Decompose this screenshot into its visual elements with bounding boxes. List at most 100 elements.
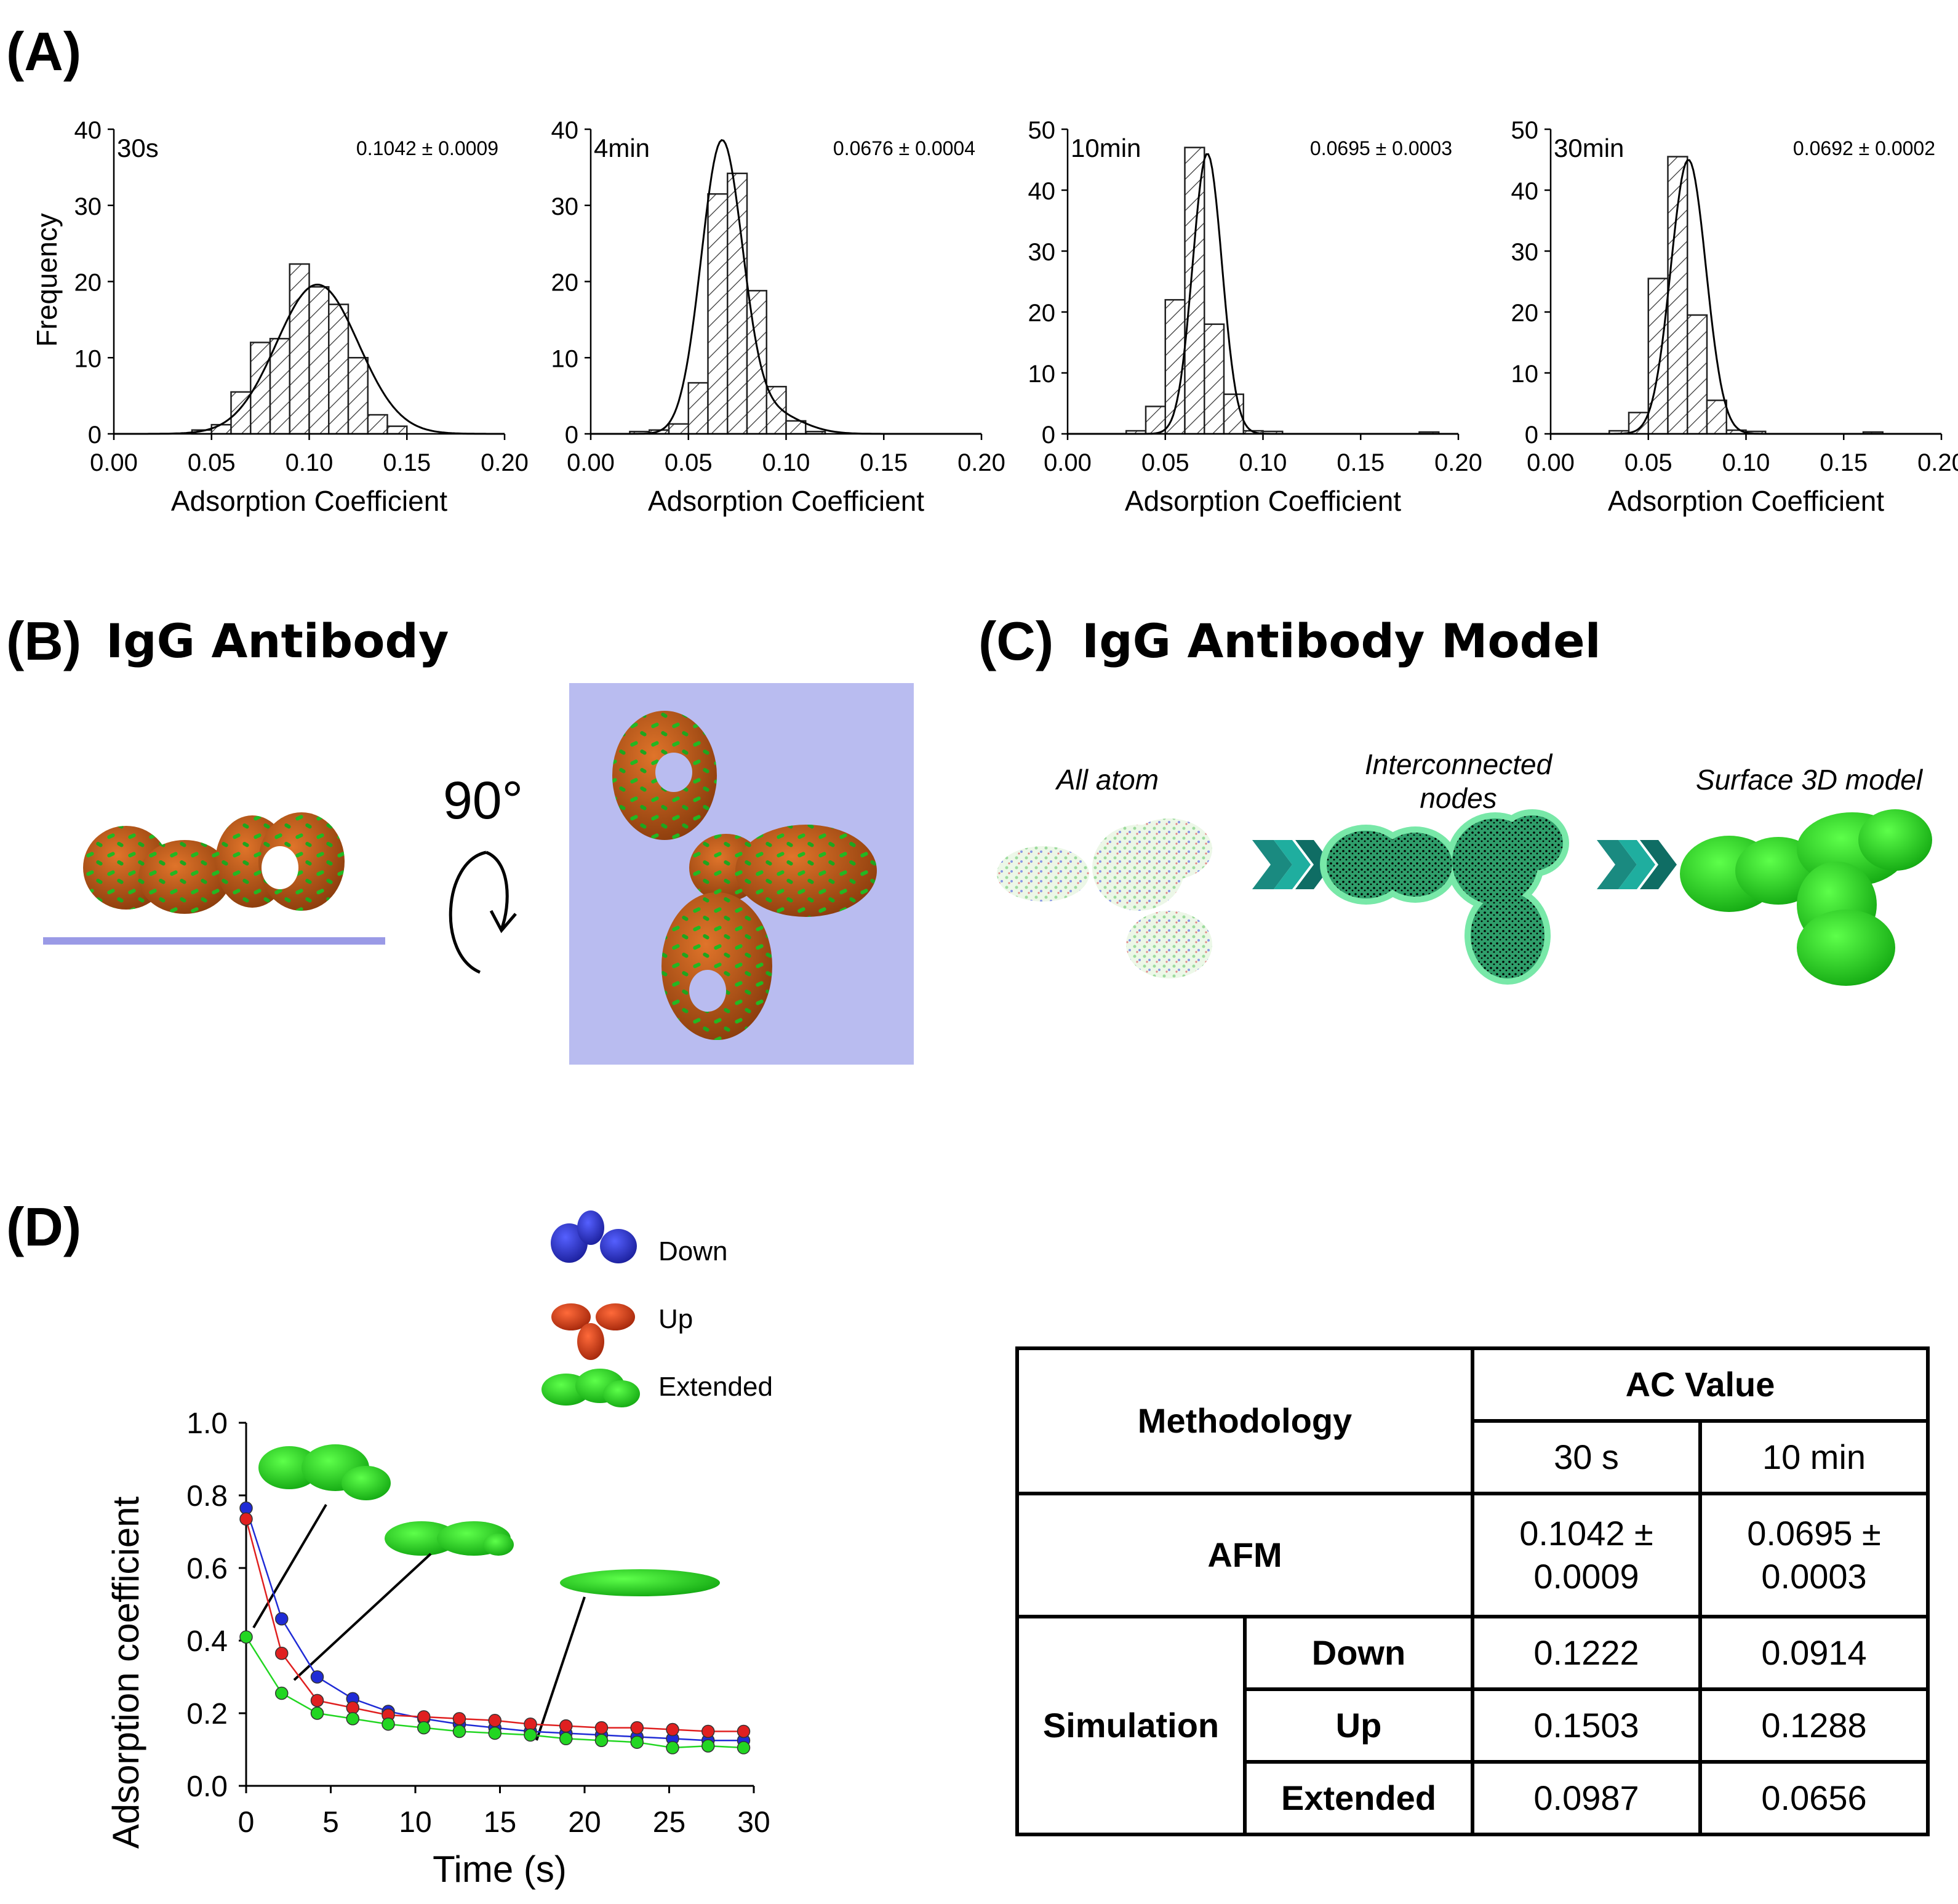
data-point-up	[737, 1724, 751, 1738]
y-tick-label: 10	[551, 345, 579, 372]
data-point-up	[239, 1512, 253, 1526]
x-tick-label: 0.00	[1527, 449, 1575, 476]
x-tick-label: 0	[238, 1806, 255, 1839]
step-label-interconnected: Interconnected	[1364, 748, 1552, 780]
x-tick-label: 0.15	[1820, 449, 1868, 476]
histogram-bar	[668, 423, 689, 435]
data-point-extended	[275, 1686, 289, 1700]
data-point-up	[452, 1712, 466, 1726]
y-tick-label: 50	[1511, 117, 1539, 144]
x-tick-label: 0.05	[1141, 449, 1189, 476]
y-tick-label: 50	[1028, 117, 1056, 144]
data-point-extended	[559, 1732, 573, 1746]
histogram-bar	[347, 357, 369, 435]
y-tick-label: 40	[1511, 178, 1539, 205]
legend-down: Down	[658, 1236, 728, 1266]
y-tick-label: 40	[551, 117, 579, 144]
x-axis-title: Adsorption Coefficient	[171, 485, 447, 517]
afm-30s-cell: 0.1042 ±0.0009	[1471, 1492, 1702, 1618]
histogram-10min: 0 10 20 30 40 50 0.00 0.05 0.10 0.15 0.20 10min 0.06…	[1028, 117, 1482, 517]
x-tick-label: 5	[322, 1806, 339, 1839]
histogram-bar	[707, 193, 729, 435]
x-tick-label: 0.20	[481, 449, 529, 476]
histogram-bar	[328, 303, 350, 435]
down-orientation-icon	[551, 1210, 637, 1263]
x-tick-label: 0.10	[762, 449, 810, 476]
histogram-bar	[1204, 323, 1225, 435]
y-tick-label: 20	[1511, 300, 1539, 327]
x-tick-label: 0.15	[1337, 449, 1385, 476]
step-label-nodes: nodes	[1420, 782, 1497, 814]
extended-model-inset-icon	[258, 1444, 391, 1500]
step-label-all-atom: All atom	[1056, 764, 1159, 796]
row-label-afm: AFM	[1015, 1492, 1474, 1618]
x-tick-label: 0.10	[1239, 449, 1287, 476]
y-axis-title: Frequency	[31, 213, 63, 346]
row-label-down: Down	[1243, 1615, 1474, 1691]
y-tick-label: 30	[1028, 239, 1056, 266]
histogram-bar	[1706, 399, 1727, 435]
data-point-up	[275, 1646, 289, 1660]
histogram-bar	[308, 286, 330, 435]
antibody-top-view	[569, 683, 914, 1065]
data-point-extended	[701, 1739, 715, 1753]
histogram-bar	[727, 172, 748, 435]
y-tick-label: 40	[74, 117, 102, 144]
y-tick-label: 0	[1525, 422, 1538, 449]
histogram-4min: 0 10 20 30 40 0.00 0.05 0.10 0.15 0.20 4min 0.0676 …	[551, 117, 1005, 517]
extended-model-inset-icon	[560, 1569, 720, 1596]
x-tick-label: 0.10	[1722, 449, 1770, 476]
x-tick-label: 0.15	[860, 449, 908, 476]
surface-3d-model	[1680, 809, 1932, 986]
table-header-10min: 10 min	[1698, 1419, 1930, 1495]
data-point-extended	[524, 1728, 537, 1742]
x-tick-label: 0.20	[1917, 449, 1958, 476]
data-point-extended	[239, 1630, 253, 1644]
histogram-bar	[1145, 406, 1166, 435]
extended-model-inset-icon	[385, 1521, 514, 1556]
y-tick-label: 0	[565, 422, 578, 449]
x-axis-title: Adsorption Coefficient	[648, 485, 924, 517]
histogram-panel: Frequency 0 10 20 30 40 0.00 0.05 0.10 0.15 0.20 3…	[31, 117, 1958, 517]
leader-line	[252, 1503, 327, 1629]
extended-30s-cell: 0.0987	[1471, 1760, 1702, 1836]
y-tick-label: 30	[1511, 239, 1539, 266]
y-tick-label: 0	[88, 422, 102, 449]
ac-value-table: Methodology AC Value 30 s 10 min AFM 0.1…	[1015, 1346, 1930, 1836]
chevron-arrow-icon	[1597, 840, 1677, 889]
legend-up: Up	[658, 1304, 693, 1334]
data-point-extended	[594, 1734, 609, 1747]
x-tick-label: 0.15	[383, 449, 431, 476]
data-point-up	[701, 1724, 715, 1738]
x-axis-title: Adsorption Coefficient	[1608, 485, 1884, 517]
data-point-up	[310, 1694, 324, 1708]
x-tick-label: 0.10	[286, 449, 334, 476]
data-point-down	[275, 1612, 289, 1626]
x-tick-label: 0.20	[957, 449, 1005, 476]
x-tick-label: 25	[653, 1806, 685, 1839]
data-point-up	[488, 1714, 501, 1727]
row-label-up: Up	[1243, 1687, 1474, 1764]
data-point-extended	[417, 1721, 431, 1735]
histogram-bar	[210, 423, 232, 435]
y-tick-label: 0	[1042, 422, 1055, 449]
x-tick-label: 0.00	[567, 449, 615, 476]
histogram-bar	[386, 425, 408, 435]
adsorption-time-chart: Down Up Extended Adsorption coefficient …	[105, 1210, 773, 1890]
x-tick-label: 0.05	[665, 449, 713, 476]
time-series-plot: 0.0 0.2 0.4 0.6 0.8 1.0 0 5 10 15 20 25 30	[186, 1407, 770, 1839]
data-point-extended	[488, 1726, 501, 1740]
rotation-arrow-icon	[449, 850, 509, 974]
table-header-ac-value: AC Value	[1471, 1346, 1930, 1423]
data-point-up	[666, 1722, 679, 1737]
histogram-bar	[1647, 278, 1669, 435]
histogram-bar	[367, 414, 388, 435]
row-label-extended: Extended	[1243, 1760, 1474, 1836]
y-tick-label: 1.0	[186, 1407, 228, 1440]
step-label-surface-model: Surface 3D model	[1695, 764, 1923, 796]
y-tick-label: 40	[1028, 178, 1056, 205]
interconnected-nodes-model	[1320, 809, 1569, 985]
data-point-extended	[630, 1735, 644, 1749]
x-tick-label: 0.00	[1044, 449, 1092, 476]
x-axis-title: Adsorption Coefficient	[1125, 485, 1401, 517]
